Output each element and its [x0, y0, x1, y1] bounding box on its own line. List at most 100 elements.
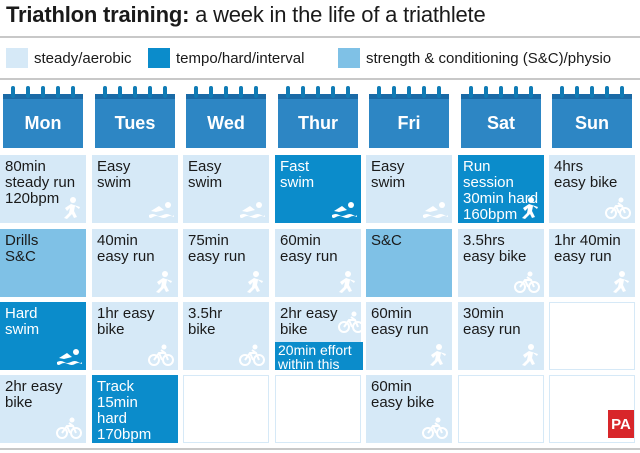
session-cell-tues: 1hr easy bike	[92, 302, 178, 370]
run-icon	[147, 270, 175, 294]
session-label: Easy swim	[97, 158, 132, 191]
legend-item: strength & conditioning (S&C)/physio	[338, 48, 611, 68]
day-header-sat: Sat	[461, 86, 541, 148]
legend-label: steady/aerobic	[34, 49, 132, 67]
session-cell-tues: 40min easy run	[92, 229, 178, 297]
calendar-page: Sat	[461, 94, 541, 148]
session-label: Track 15min hard 170bpm	[97, 378, 152, 443]
run-icon	[421, 343, 449, 367]
calendar-ring	[331, 86, 335, 98]
calendar-ring	[11, 86, 15, 98]
session-label: 40min easy run	[97, 232, 155, 265]
calendar-ring	[560, 86, 564, 98]
day-header-mon: Mon	[3, 86, 83, 148]
session-label: 30min easy run	[463, 305, 521, 338]
session-cell-tues: Easy swim	[92, 155, 178, 223]
session-cell-thur: 2hr easy bike	[275, 302, 361, 342]
session-cell-mon: 80min steady run 120bpm	[0, 155, 86, 223]
day-header-fri: Fri	[369, 86, 449, 148]
calendar-ring	[301, 86, 305, 98]
calendar-ring	[71, 86, 75, 98]
session-cell-thur	[275, 375, 361, 443]
session-label: Easy swim	[371, 158, 406, 191]
session-cell-sun	[549, 302, 635, 370]
calendar-ring	[163, 86, 167, 98]
title-divider	[0, 36, 640, 38]
session-label: 1hr 40min easy run	[554, 232, 621, 265]
session-cell-sat	[458, 375, 544, 443]
calendar-ring	[529, 86, 533, 98]
session-label: 80min steady run 120bpm	[5, 158, 76, 207]
day-name: Sat	[486, 113, 515, 133]
session-label: 1hr easy bike	[97, 305, 155, 338]
legend-label: strength & conditioning (S&C)/physio	[366, 49, 612, 67]
session-cell-thur: Fast swim	[275, 155, 361, 223]
day-name: Fri	[397, 113, 421, 133]
legend-item: steady/aerobic	[6, 48, 132, 68]
calendar-ring	[575, 86, 579, 98]
session-cell-fri: 60min easy bike	[366, 375, 452, 443]
calendar-ring	[484, 86, 488, 98]
legend-item: tempo/hard/interval	[148, 48, 304, 68]
calendar-ring	[422, 86, 426, 98]
day-name: Wed	[207, 113, 245, 133]
session-cell-mon: 2hr easy bike	[0, 375, 86, 443]
session-cell-fri: 60min easy run	[366, 302, 452, 370]
title-bold: Triathlon training:	[6, 2, 190, 27]
session-label: Drills S&C	[5, 232, 39, 265]
day-name: Sun	[575, 113, 609, 133]
session-cell-tues: Track 15min hard 170bpm	[92, 375, 178, 443]
calendar-ring	[224, 86, 228, 98]
calendar-ring	[254, 86, 258, 98]
session-cell-wed: 75min easy run	[183, 229, 269, 297]
bike-icon	[513, 270, 541, 294]
session-cell-mon: Hard swim	[0, 302, 86, 370]
bike-icon	[421, 416, 449, 440]
calendar-ring	[209, 86, 213, 98]
calendar-ring	[469, 86, 473, 98]
session-label: 75min easy run	[188, 232, 246, 265]
session-cell-thur: 60min easy run	[275, 229, 361, 297]
bike-icon	[604, 196, 632, 220]
bottom-divider	[0, 448, 640, 450]
pa-logo: PA	[608, 410, 634, 438]
run-icon	[604, 270, 632, 294]
swim-icon	[147, 196, 175, 220]
day-name: Mon	[24, 113, 62, 133]
title-rest: a week in the life of a triathlete	[189, 2, 486, 27]
calendar-ring	[437, 86, 441, 98]
session-label: Fast swim	[280, 158, 315, 191]
run-icon	[513, 196, 541, 220]
session-cell-sun: 1hr 40min easy run	[549, 229, 635, 297]
day-header-wed: Wed	[186, 86, 266, 148]
calendar-page: Sun	[552, 94, 632, 148]
session-cell-sat: 30min easy run	[458, 302, 544, 370]
calendar-page: Tues	[95, 94, 175, 148]
bike-icon	[238, 343, 266, 367]
session-label: 60min easy run	[280, 232, 338, 265]
calendar-ring	[605, 86, 609, 98]
bike-icon	[147, 343, 175, 367]
run-icon	[55, 196, 83, 220]
session-label: 3.5hr bike	[188, 305, 223, 338]
run-icon	[513, 343, 541, 367]
thur-bike-effort-note: 20min effort within this	[275, 342, 363, 371]
session-label: S&C	[371, 232, 402, 249]
calendar-ring	[103, 86, 107, 98]
calendar-ring	[499, 86, 503, 98]
calendar-ring	[239, 86, 243, 98]
day-name: Tues	[114, 113, 156, 133]
calendar-page: Fri	[369, 94, 449, 148]
legend-swatch	[6, 48, 28, 68]
swim-icon	[330, 196, 358, 220]
day-header-sun: Sun	[552, 86, 632, 148]
run-icon	[330, 270, 358, 294]
session-cell-wed: 3.5hr bike	[183, 302, 269, 370]
page-title: Triathlon training: a week in the life o…	[6, 2, 486, 28]
legend-label: tempo/hard/interval	[176, 49, 305, 67]
calendar-ring	[514, 86, 518, 98]
session-label: 2hr easy bike	[280, 305, 338, 338]
legend: steady/aerobic tempo/hard/interval strengt…	[6, 48, 640, 68]
swim-icon	[421, 196, 449, 220]
calendar-ring	[286, 86, 290, 98]
